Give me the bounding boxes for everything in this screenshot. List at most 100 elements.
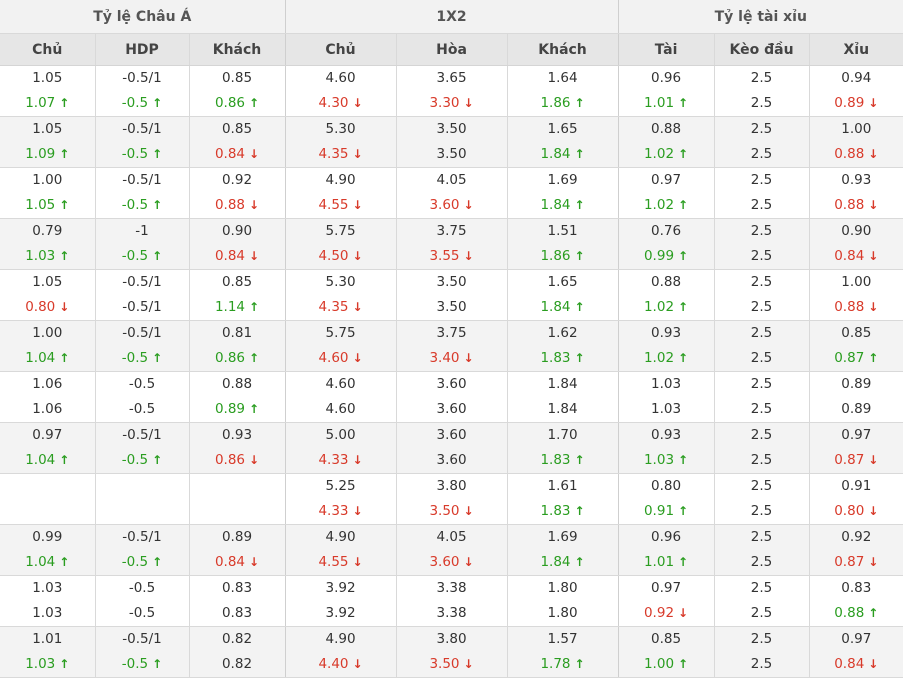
odds-cell-ou-under[interactable]: 0.93 0.88 ↓	[808, 167, 903, 219]
table-row[interactable]: 1.05 1.09 ↑ -0.5/1 -0.5 ↑ 0.85 0.84 ↓ 5.30 4.35 ↓ 3.…	[0, 116, 903, 168]
odds-cell-ou-line[interactable]: 2.5 2.5	[713, 422, 810, 474]
odds-cell-ah-hdp[interactable]: -0.5/1 -0.5 ↑	[94, 320, 189, 372]
odds-cell-ah-away[interactable]: 0.81 0.86 ↑	[188, 320, 286, 372]
odds-cell-ou-over[interactable]: 0.97 0.92 ↓	[617, 575, 715, 627]
odds-cell-x12-draw[interactable]: 4.05 3.60 ↓	[395, 167, 508, 219]
table-row[interactable]: 0.79 1.03 ↑ -1 -0.5 ↑ 0.90 0.84 ↓ 5.75 4.50 ↓ 3.75 3.…	[0, 218, 903, 270]
odds-cell-x12-draw[interactable]: 3.60 3.60	[395, 371, 508, 423]
odds-cell-ou-under[interactable]: 1.00 0.88 ↓	[808, 269, 903, 321]
odds-cell-x12-home[interactable]: 5.00 4.33 ↓	[284, 422, 397, 474]
odds-cell-ou-over[interactable]: 0.88 1.02 ↑	[617, 269, 715, 321]
odds-cell-ah-hdp[interactable]: -0.5/1 -0.5 ↑	[94, 65, 189, 117]
odds-cell-ou-over[interactable]: 0.93 1.03 ↑	[617, 422, 715, 474]
odds-cell-x12-away[interactable]: 1.61 1.83 ↑	[506, 473, 619, 525]
odds-cell-ah-away[interactable]: 0.92 0.88 ↓	[188, 167, 286, 219]
odds-cell-ou-line[interactable]: 2.5 2.5	[713, 269, 810, 321]
odds-cell-ah-home[interactable]: 1.01 1.03 ↑	[0, 626, 95, 678]
odds-cell-x12-draw[interactable]: 3.50 3.50	[395, 116, 508, 168]
odds-cell-ah-home[interactable]: 1.03 1.03	[0, 575, 95, 627]
odds-cell-x12-away[interactable]: 1.62 1.83 ↑	[506, 320, 619, 372]
table-row[interactable]: 5.25 4.33 ↓ 3.80 3.50 ↓ 1.61 1.83 ↑ 0.80 0.91 ↑ 2.5 2…	[0, 473, 903, 525]
odds-cell-x12-away[interactable]: 1.64 1.86 ↑	[506, 65, 619, 117]
odds-cell-ah-hdp[interactable]: -0.5/1 -0.5 ↑	[94, 422, 189, 474]
odds-cell-ou-line[interactable]: 2.5 2.5	[713, 626, 810, 678]
odds-cell-ou-line[interactable]: 2.5 2.5	[713, 116, 810, 168]
odds-cell-ah-away[interactable]: 0.93 0.86 ↓	[188, 422, 286, 474]
odds-cell-ou-under[interactable]: 0.97 0.87 ↓	[808, 422, 903, 474]
odds-cell-x12-away[interactable]: 1.80 1.80	[506, 575, 619, 627]
odds-cell-ah-hdp[interactable]: -0.5/1 -0.5 ↑	[94, 524, 189, 576]
odds-cell-ah-home[interactable]: 0.97 1.04 ↑	[0, 422, 95, 474]
odds-cell-ah-away[interactable]: 0.85 0.86 ↑	[188, 65, 286, 117]
odds-cell-ou-line[interactable]: 2.5 2.5	[713, 524, 810, 576]
odds-cell-ou-over[interactable]: 0.80 0.91 ↑	[617, 473, 715, 525]
odds-cell-x12-home[interactable]: 4.60 4.30 ↓	[284, 65, 397, 117]
table-row[interactable]: 0.99 1.04 ↑ -0.5/1 -0.5 ↑ 0.89 0.84 ↓ 4.90 4.55 ↓ 4.…	[0, 524, 903, 576]
odds-cell-ou-under[interactable]: 0.90 0.84 ↓	[808, 218, 903, 270]
odds-cell-ah-home[interactable]: 0.79 1.03 ↑	[0, 218, 95, 270]
odds-cell-x12-home[interactable]: 5.75 4.60 ↓	[284, 320, 397, 372]
odds-cell-x12-draw[interactable]: 3.75 3.40 ↓	[395, 320, 508, 372]
odds-cell-x12-away[interactable]: 1.84 1.84	[506, 371, 619, 423]
odds-cell-x12-home[interactable]: 4.90 4.55 ↓	[284, 167, 397, 219]
odds-cell-x12-home[interactable]: 5.30 4.35 ↓	[284, 269, 397, 321]
odds-cell-ou-line[interactable]: 2.5 2.5	[713, 575, 810, 627]
odds-cell-ah-home[interactable]: 1.00 1.04 ↑	[0, 320, 95, 372]
odds-cell-x12-draw[interactable]: 3.60 3.60	[395, 422, 508, 474]
odds-cell-ou-line[interactable]: 2.5 2.5	[713, 218, 810, 270]
odds-cell-ou-over[interactable]: 0.96 1.01 ↑	[617, 524, 715, 576]
odds-cell-x12-draw[interactable]: 3.50 3.50	[395, 269, 508, 321]
table-row[interactable]: 1.03 1.03 -0.5 -0.5 0.83 0.83 3.92 3.92 3.38 3.38…	[0, 575, 903, 627]
odds-cell-ou-over[interactable]: 0.88 1.02 ↑	[617, 116, 715, 168]
odds-cell-ah-hdp[interactable]: -0.5 -0.5	[94, 371, 189, 423]
odds-cell-ou-under[interactable]: 0.91 0.80 ↓	[808, 473, 903, 525]
odds-cell-ah-home[interactable]: 1.05 1.09 ↑	[0, 116, 95, 168]
odds-cell-x12-away[interactable]: 1.70 1.83 ↑	[506, 422, 619, 474]
odds-cell-ou-line[interactable]: 2.5 2.5	[713, 473, 810, 525]
odds-cell-ou-line[interactable]: 2.5 2.5	[713, 65, 810, 117]
odds-cell-ou-over[interactable]: 1.03 1.03	[617, 371, 715, 423]
odds-cell-ah-away[interactable]	[188, 473, 286, 525]
odds-cell-x12-home[interactable]: 5.30 4.35 ↓	[284, 116, 397, 168]
odds-cell-x12-home[interactable]: 4.90 4.40 ↓	[284, 626, 397, 678]
odds-cell-x12-home[interactable]: 4.90 4.55 ↓	[284, 524, 397, 576]
odds-cell-ah-hdp[interactable]: -0.5/1 -0.5 ↑	[94, 116, 189, 168]
odds-cell-x12-away[interactable]: 1.51 1.86 ↑	[506, 218, 619, 270]
table-row[interactable]: 1.05 0.80 ↓ -0.5/1 -0.5/1 0.85 1.14 ↑ 5.30 4.35 ↓ 3…	[0, 269, 903, 321]
odds-cell-ou-over[interactable]: 0.96 1.01 ↑	[617, 65, 715, 117]
odds-cell-x12-home[interactable]: 5.75 4.50 ↓	[284, 218, 397, 270]
odds-cell-x12-home[interactable]: 4.60 4.60	[284, 371, 397, 423]
odds-cell-ou-over[interactable]: 0.93 1.02 ↑	[617, 320, 715, 372]
odds-cell-ah-home[interactable]: 0.99 1.04 ↑	[0, 524, 95, 576]
odds-cell-ou-under[interactable]: 0.85 0.87 ↑	[808, 320, 903, 372]
odds-cell-x12-home[interactable]: 3.92 3.92	[284, 575, 397, 627]
table-row[interactable]: 0.97 1.04 ↑ -0.5/1 -0.5 ↑ 0.93 0.86 ↓ 5.00 4.33 ↓ 3.…	[0, 422, 903, 474]
odds-cell-ou-over[interactable]: 0.76 0.99 ↑	[617, 218, 715, 270]
odds-cell-ah-home[interactable]: 1.05 1.07 ↑	[0, 65, 95, 117]
odds-cell-ou-under[interactable]: 0.97 0.84 ↓	[808, 626, 903, 678]
table-row[interactable]: 1.00 1.04 ↑ -0.5/1 -0.5 ↑ 0.81 0.86 ↑ 5.75 4.60 ↓ 3.…	[0, 320, 903, 372]
odds-cell-ah-hdp[interactable]	[94, 473, 189, 525]
odds-cell-ah-home[interactable]: 1.00 1.05 ↑	[0, 167, 95, 219]
odds-cell-ah-away[interactable]: 0.83 0.83	[188, 575, 286, 627]
odds-cell-ou-line[interactable]: 2.5 2.5	[713, 371, 810, 423]
odds-cell-ou-under[interactable]: 0.92 0.87 ↓	[808, 524, 903, 576]
odds-cell-x12-draw[interactable]: 4.05 3.60 ↓	[395, 524, 508, 576]
odds-cell-ou-line[interactable]: 2.5 2.5	[713, 167, 810, 219]
odds-cell-x12-away[interactable]: 1.69 1.84 ↑	[506, 524, 619, 576]
odds-cell-ah-away[interactable]: 0.90 0.84 ↓	[188, 218, 286, 270]
odds-cell-ah-hdp[interactable]: -0.5/1 -0.5/1	[94, 269, 189, 321]
odds-cell-x12-away[interactable]: 1.65 1.84 ↑	[506, 269, 619, 321]
odds-cell-ou-under[interactable]: 0.89 0.89	[808, 371, 903, 423]
odds-cell-ah-hdp[interactable]: -0.5/1 -0.5 ↑	[94, 626, 189, 678]
odds-cell-x12-draw[interactable]: 3.80 3.50 ↓	[395, 626, 508, 678]
odds-cell-ah-home[interactable]: 1.06 1.06	[0, 371, 95, 423]
odds-cell-ah-hdp[interactable]: -0.5 -0.5	[94, 575, 189, 627]
odds-cell-x12-home[interactable]: 5.25 4.33 ↓	[284, 473, 397, 525]
odds-cell-ah-away[interactable]: 0.88 0.89 ↑	[188, 371, 286, 423]
table-row[interactable]: 1.05 1.07 ↑ -0.5/1 -0.5 ↑ 0.85 0.86 ↑ 4.60 4.30 ↓ 3.…	[0, 65, 903, 117]
table-row[interactable]: 1.01 1.03 ↑ -0.5/1 -0.5 ↑ 0.82 0.82 4.90 4.40 ↓ 3.8…	[0, 626, 903, 678]
table-row[interactable]: 1.00 1.05 ↑ -0.5/1 -0.5 ↑ 0.92 0.88 ↓ 4.90 4.55 ↓ 4.…	[0, 167, 903, 219]
odds-cell-ou-under[interactable]: 0.83 0.88 ↑	[808, 575, 903, 627]
odds-cell-x12-away[interactable]: 1.69 1.84 ↑	[506, 167, 619, 219]
